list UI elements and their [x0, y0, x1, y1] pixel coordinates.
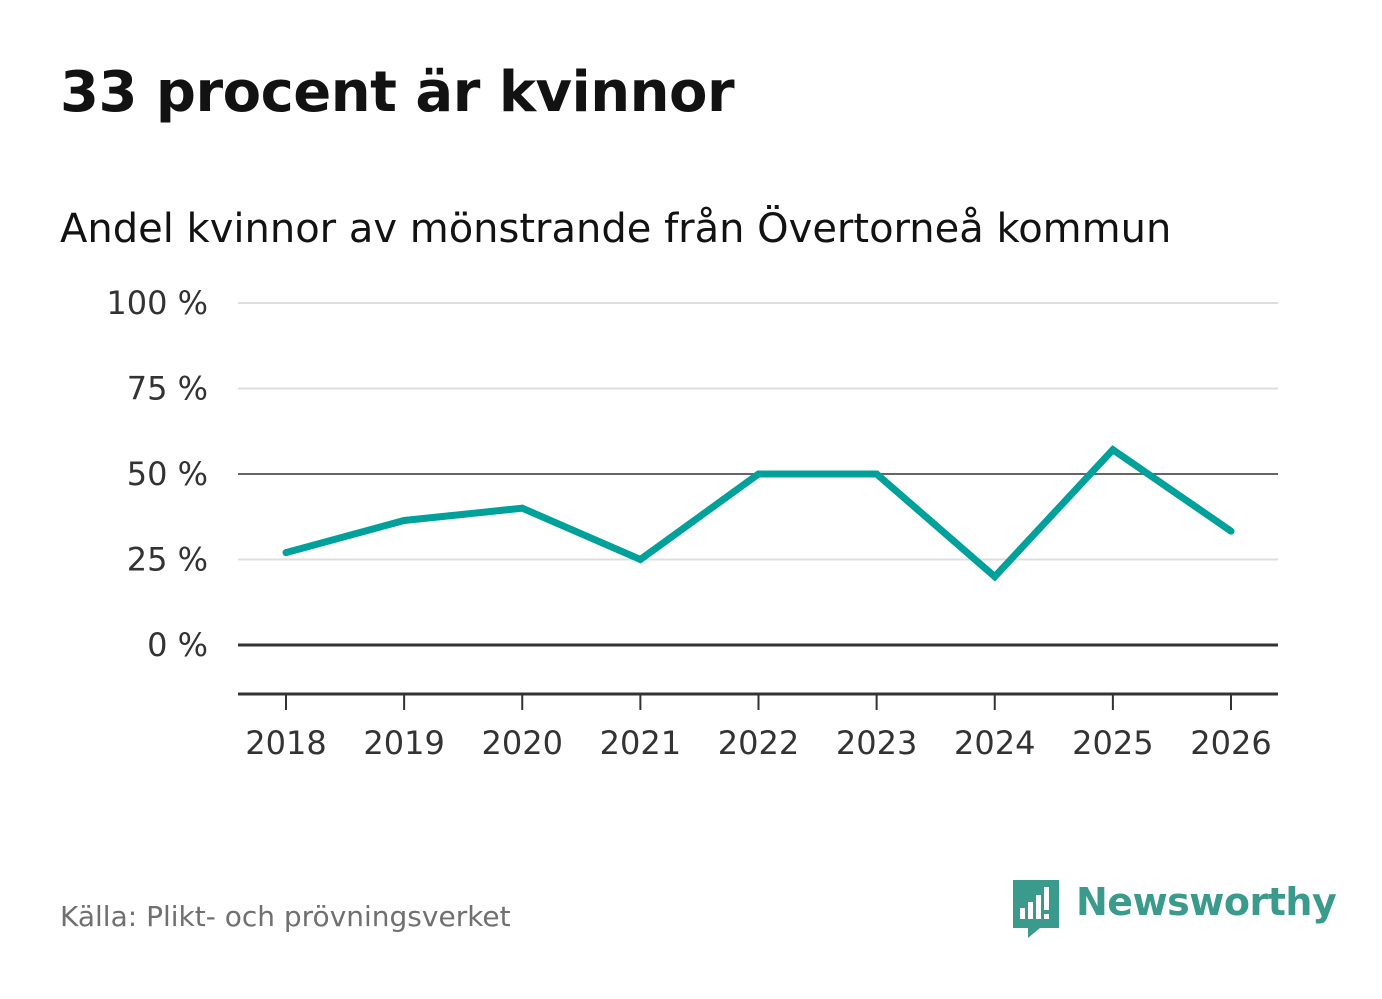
brand[interactable]: Newsworthy: [1010, 878, 1337, 942]
data-point-2026: [1227, 527, 1235, 535]
y-tick-label-0: 0 %: [147, 626, 208, 664]
newsworthy-logo-icon: [1013, 880, 1059, 938]
source-note: Källa: Plikt- och prövningsverket: [60, 900, 511, 933]
x-tick-label-2018: 2018: [245, 724, 326, 762]
y-tick-label-50: 50 %: [127, 455, 208, 493]
y-tick-label-75: 75 %: [127, 370, 208, 408]
x-tick-label-2021: 2021: [600, 724, 681, 762]
x-tick-label-2025: 2025: [1072, 724, 1153, 762]
x-tick-label-2023: 2023: [836, 724, 917, 762]
x-tick-label-2026: 2026: [1190, 724, 1271, 762]
series-line-0: [285, 445, 1233, 582]
x-tick-label-2019: 2019: [363, 724, 444, 762]
data-point-2022: [755, 470, 762, 478]
data-point-2018: [282, 549, 290, 557]
x-tick-label-2022: 2022: [718, 724, 799, 762]
data-point-2019: [400, 517, 408, 525]
brand-name: Newsworthy: [1076, 880, 1337, 924]
chart-subtitle: Andel kvinnor av mönstrande från Övertor…: [60, 206, 1172, 252]
data-point-2025: [1109, 446, 1117, 454]
y-axis-labels: 0 % 25 % 50 % 75 % 100 %: [106, 284, 208, 664]
data-point-2023: [873, 470, 881, 478]
data-point-2024: [991, 573, 999, 581]
y-tick-label-100: 100 %: [106, 284, 208, 322]
x-tick-label-2020: 2020: [482, 724, 563, 762]
series-layer: [282, 445, 1235, 582]
x-axis: 2018 2019 2020 2021 2022 2023 2024 2025 2026: [238, 692, 1278, 762]
data-point-2020: [518, 504, 526, 512]
chart-title: 33 procent är kvinnor: [60, 60, 735, 125]
x-tick-label-2024: 2024: [954, 724, 1035, 762]
y-tick-label-25: 25 %: [127, 541, 208, 579]
data-point-2021: [636, 556, 644, 563]
